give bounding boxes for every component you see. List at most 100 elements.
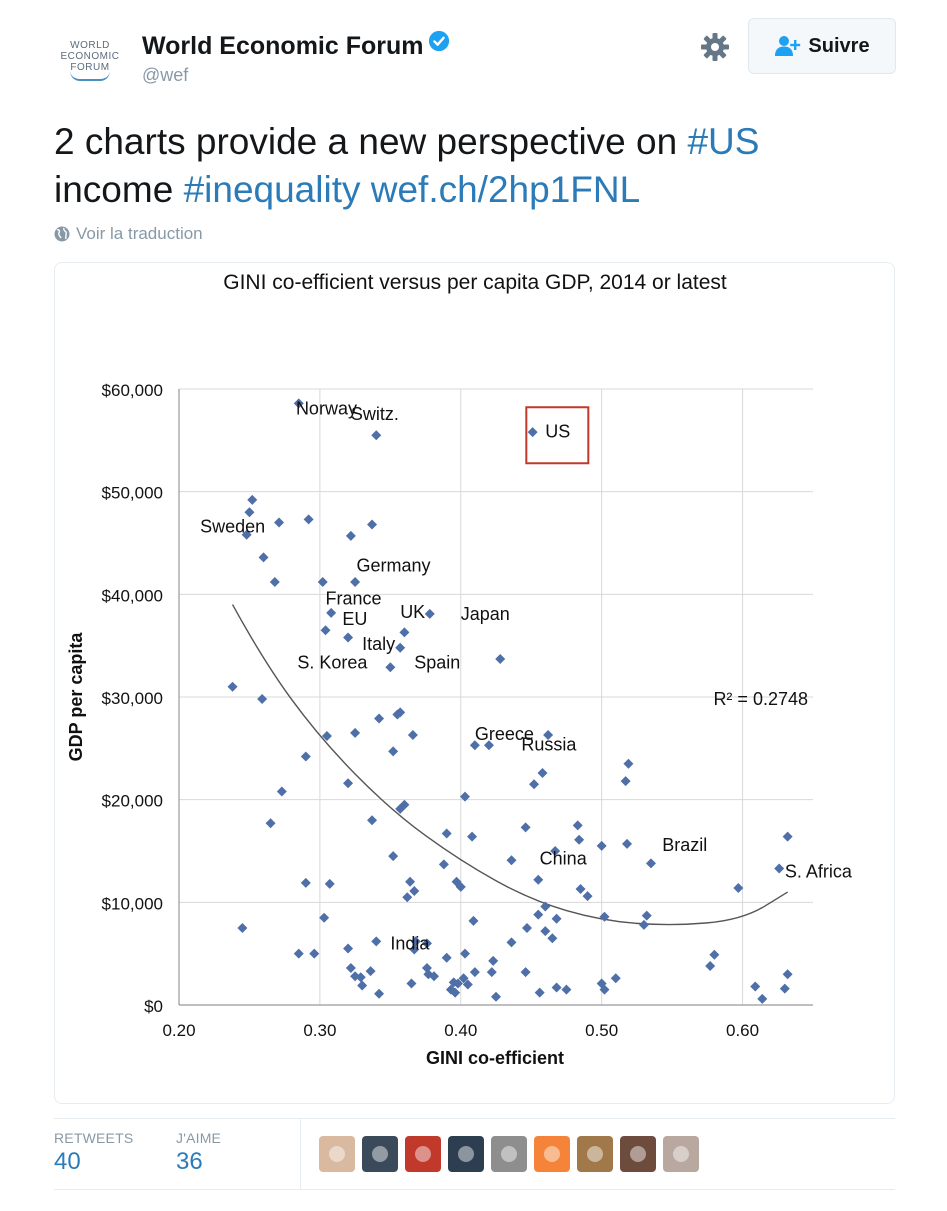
y-tick-label: $20,000 xyxy=(102,792,163,811)
y-tick-label: $30,000 xyxy=(102,689,163,708)
country-label: S. Korea xyxy=(297,652,368,672)
data-point xyxy=(469,967,480,978)
retweets-count: 40 xyxy=(54,1148,81,1175)
data-point xyxy=(371,430,382,441)
translate-label: Voir la traduction xyxy=(76,224,203,243)
data-point xyxy=(309,948,320,959)
data-point xyxy=(620,776,631,787)
gear-icon[interactable] xyxy=(699,31,731,63)
avatar-figure xyxy=(415,1146,431,1162)
data-point xyxy=(343,632,354,643)
data-point xyxy=(468,915,479,926)
data-point xyxy=(782,831,793,842)
tweet-text-segment: 2 charts provide a new perspective on xyxy=(54,121,688,162)
add-user-icon xyxy=(775,36,801,56)
liker-avatar[interactable] xyxy=(448,1136,484,1172)
translate-link[interactable]: Voir la traduction xyxy=(54,224,203,244)
country-label: Switz. xyxy=(351,404,399,424)
x-tick-label: 0.50 xyxy=(585,1021,618,1040)
tweet-text-segment xyxy=(360,169,370,210)
data-point xyxy=(402,892,413,903)
tweet-text: 2 charts provide a new perspective on #U… xyxy=(54,118,894,214)
data-point xyxy=(495,654,506,665)
data-point xyxy=(540,901,551,912)
data-point xyxy=(319,912,330,923)
liker-avatar[interactable] xyxy=(620,1136,656,1172)
data-point xyxy=(551,913,562,924)
country-label: Norway xyxy=(296,399,357,419)
data-point xyxy=(410,936,421,947)
gini-gdp-scatter-chart: GINI co-efficient versus per capita GDP,… xyxy=(66,271,853,1068)
data-point xyxy=(367,815,378,826)
data-point xyxy=(293,948,304,959)
avatar-figure xyxy=(458,1146,474,1162)
data-point xyxy=(458,973,469,984)
data-point xyxy=(638,919,649,930)
data-point xyxy=(388,851,399,862)
data-point xyxy=(543,729,554,740)
data-point xyxy=(367,519,378,530)
r-squared-label: R² = 0.2748 xyxy=(713,689,808,709)
data-point xyxy=(227,681,238,692)
country-label: India xyxy=(390,934,430,954)
data-point xyxy=(300,751,311,762)
data-point xyxy=(645,858,656,869)
retweets-stat[interactable]: RETWEETS 40 xyxy=(54,1130,133,1176)
account-handle: @wef xyxy=(142,65,189,85)
data-point xyxy=(506,937,517,948)
data-point xyxy=(357,980,368,991)
data-point xyxy=(276,786,287,797)
article-link[interactable]: wef.ch/2hp1FNL xyxy=(370,169,641,210)
hashtag-inequality-link[interactable]: #inequality xyxy=(183,169,361,210)
data-point xyxy=(782,969,793,980)
data-point xyxy=(265,818,276,829)
x-tick-label: 0.30 xyxy=(303,1021,336,1040)
data-point xyxy=(269,577,280,588)
data-point xyxy=(483,740,494,751)
data-point xyxy=(551,982,562,993)
liker-avatar[interactable] xyxy=(362,1136,398,1172)
avatar-figure xyxy=(501,1146,517,1162)
data-point xyxy=(244,507,255,518)
stat-divider xyxy=(300,1118,301,1189)
liker-avatar[interactable] xyxy=(577,1136,613,1172)
liker-avatar[interactable] xyxy=(491,1136,527,1172)
data-point xyxy=(441,952,452,963)
follow-button[interactable]: Suivre xyxy=(748,18,896,74)
data-point xyxy=(374,988,385,999)
avatar-figure xyxy=(673,1146,689,1162)
data-point xyxy=(345,963,356,974)
hashtag-us-link[interactable]: #US xyxy=(687,121,760,162)
avatar-figure xyxy=(587,1146,603,1162)
data-point xyxy=(450,987,461,998)
country-label: US xyxy=(545,421,570,441)
data-point xyxy=(441,828,452,839)
data-point xyxy=(438,859,449,870)
data-point xyxy=(534,987,545,998)
tweet-media-chart[interactable]: GINI co-efficient versus per capita GDP,… xyxy=(54,262,895,1104)
data-point xyxy=(623,758,634,769)
data-point xyxy=(610,973,621,984)
divider xyxy=(54,1118,895,1119)
data-point xyxy=(257,694,268,705)
country-label: Japan xyxy=(461,604,510,624)
liker-avatar[interactable] xyxy=(534,1136,570,1172)
data-point xyxy=(421,938,432,949)
data-point xyxy=(533,874,544,885)
x-tick-label: 0.40 xyxy=(444,1021,477,1040)
account-name[interactable]: World Economic Forum xyxy=(142,32,424,60)
wef-logo[interactable]: WORLD ECONOMIC FORUM xyxy=(54,32,126,88)
country-label: China xyxy=(540,848,588,868)
country-label: S. Africa xyxy=(785,862,853,882)
account-name-row[interactable]: World Economic Forum xyxy=(142,30,450,61)
data-point xyxy=(258,552,269,563)
liker-avatar[interactable] xyxy=(663,1136,699,1172)
liker-avatar[interactable] xyxy=(319,1136,355,1172)
trendline xyxy=(231,604,789,926)
data-point xyxy=(385,662,396,673)
likes-label: J'AIME xyxy=(176,1130,222,1146)
x-tick-label: 0.60 xyxy=(726,1021,759,1040)
data-point xyxy=(406,978,417,989)
liker-avatar[interactable] xyxy=(405,1136,441,1172)
likes-stat[interactable]: J'AIME 36 xyxy=(176,1130,221,1176)
